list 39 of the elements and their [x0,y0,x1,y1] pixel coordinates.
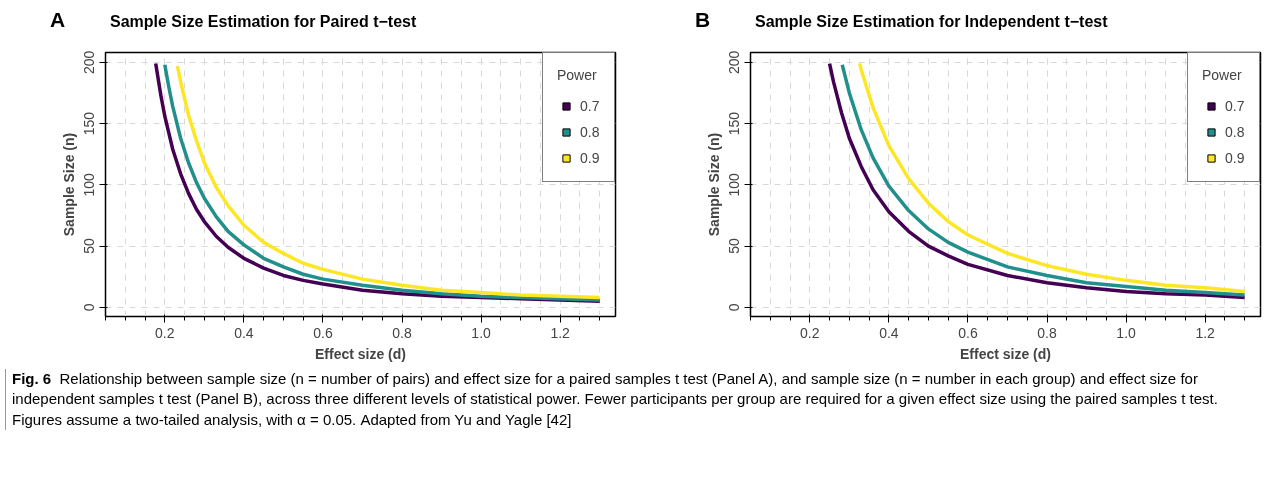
x-tick-label: 1.2 [550,324,571,341]
x-tick-label: 0.4 [879,324,899,341]
x-tick-label: 1.0 [1116,324,1137,341]
y-axis-title: Sample Size (n) [60,132,77,237]
legend-label: 0.8 [1225,124,1245,140]
y-tick-label: 200 [726,50,743,74]
y-tick-label: 150 [726,111,743,136]
y-axis-title: Sample Size (n) [705,132,722,237]
chart-title: Sample Size Estimation for Independent t−test [755,13,1108,30]
y-tick-label: 100 [726,172,743,197]
legend-title: Power [557,67,598,83]
x-tick-label: 1.2 [1195,324,1216,341]
legend-label: 0.7 [580,98,600,114]
y-tick-label: 200 [81,50,98,74]
x-tick-label: 0.6 [313,324,333,341]
legend-title: Power [1202,67,1243,83]
x-tick-label: 0.4 [234,324,254,341]
y-tick-label: 50 [81,238,98,254]
y-tick-label: 50 [726,238,743,254]
legend-label: 0.9 [580,150,600,166]
y-tick-label: 100 [81,172,98,197]
y-tick-label: 150 [81,111,98,136]
legend-label: 0.9 [1225,150,1245,166]
legend-label: 0.7 [1225,98,1245,114]
chart-title: Sample Size Estimation for Paired t−test [110,13,417,30]
y-tick-label: 0 [81,303,98,312]
y-tick-label: 0 [726,303,743,312]
legend-label: 0.8 [580,124,600,140]
x-tick-label: 0.6 [958,324,978,341]
text: B [695,7,712,33]
caption: Fig. 6 [12,370,52,387]
x-tick-label: 0.8 [1037,324,1057,341]
x-axis-title: Effect size (d) [959,345,1052,362]
x-tick-label: 1.0 [471,324,492,341]
x-axis-title: Effect size (d) [314,345,407,362]
x-tick-label: 0.2 [800,324,820,341]
x-tick-label: 0.8 [392,324,412,341]
x-tick-label: 0.2 [155,324,175,341]
text: A [50,7,67,33]
